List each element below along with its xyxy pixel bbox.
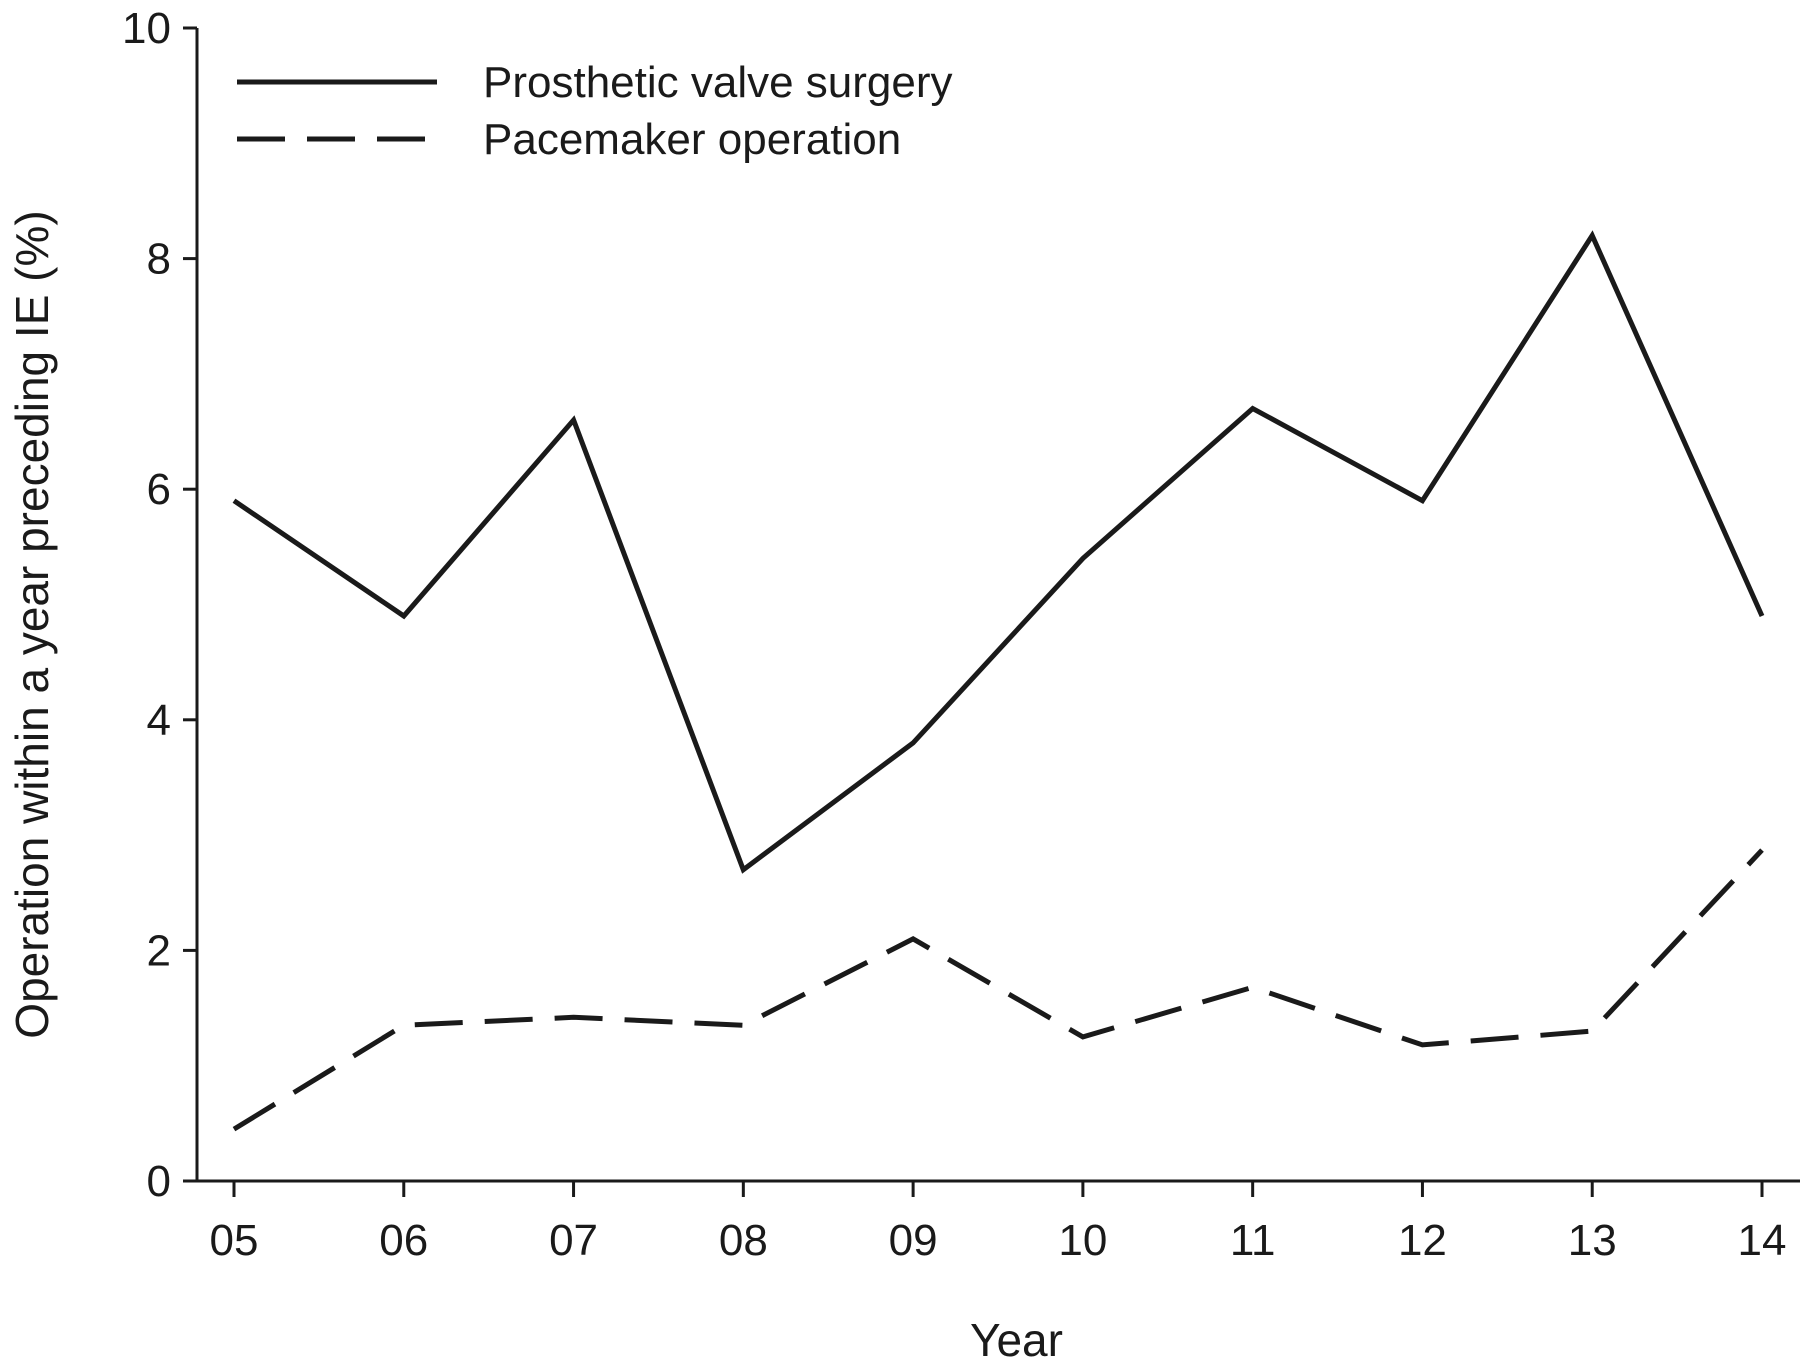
x-tick-label: 09: [889, 1216, 938, 1265]
y-tick-label: 2: [147, 926, 171, 975]
y-axis-title: Operation within a year preceding IE (%): [6, 210, 58, 1038]
legend: Prosthetic valve surgery Pacemaker operat…: [237, 58, 953, 164]
x-axis-title: Year: [970, 1314, 1063, 1366]
x-tick-label: 14: [1738, 1216, 1787, 1265]
x-tick-label: 10: [1058, 1216, 1107, 1265]
x-tick-label: 05: [210, 1216, 259, 1265]
y-tick-label: 4: [147, 696, 171, 745]
axes-layer: 0 2 4 6 8 10 05 06 07 08 09 10 11 12 13 14: [122, 4, 1800, 1265]
legend-label: Pacemaker operation: [483, 115, 901, 164]
x-tick-label: 08: [719, 1216, 768, 1265]
y-tick-label: 8: [147, 235, 171, 284]
x-tick-label: 11: [1230, 1216, 1276, 1265]
x-tick-label: 13: [1568, 1216, 1617, 1265]
x-tick-label: 06: [379, 1216, 428, 1265]
x-tick-label: 12: [1398, 1216, 1447, 1265]
legend-label: Prosthetic valve surgery: [483, 58, 953, 107]
series-line-pacemaker-operation: [232, 848, 1764, 1132]
y-tick-label: 10: [122, 4, 171, 53]
series-layer: [232, 230, 1765, 1132]
series-line-prosthetic-valve-surgery: [232, 230, 1765, 874]
y-tick-label: 6: [147, 465, 171, 514]
y-tick-label: 0: [147, 1157, 171, 1206]
x-tick-label: 07: [549, 1216, 598, 1265]
